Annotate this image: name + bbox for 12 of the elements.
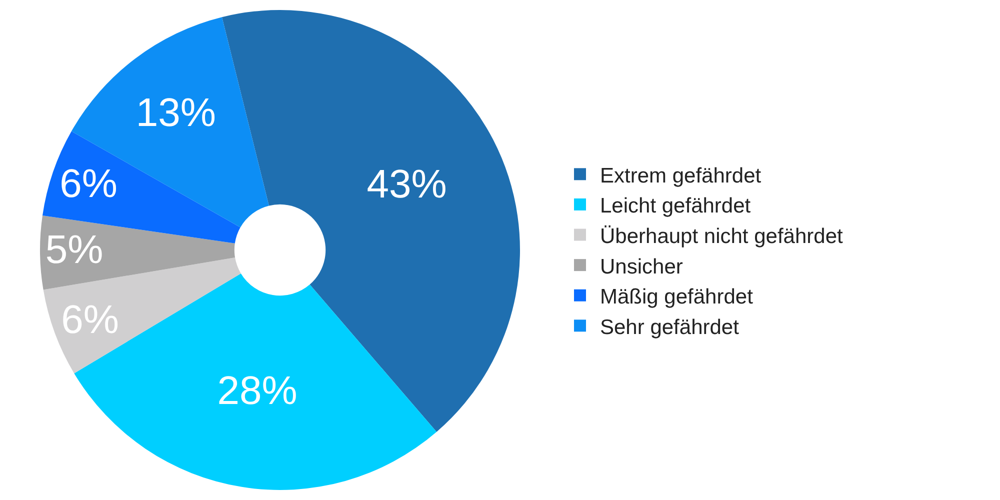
data-label: 43% bbox=[366, 162, 447, 206]
data-label: 13% bbox=[136, 90, 216, 135]
legend-label: Extrem gefährdet bbox=[600, 164, 762, 188]
data-label: 6% bbox=[60, 162, 118, 206]
legend-label: Leicht gefährdet bbox=[600, 194, 751, 218]
legend-label: Sehr gefährdet bbox=[600, 316, 740, 339]
legend-label: Unsicher bbox=[600, 255, 683, 278]
donut-slice bbox=[40, 215, 236, 290]
legend-label: Überhaupt nicht gefährdet bbox=[600, 224, 843, 248]
data-label: 5% bbox=[45, 228, 104, 272]
data-label: 28% bbox=[217, 368, 298, 413]
legend-label: Mäßig gefährdet bbox=[600, 286, 754, 309]
